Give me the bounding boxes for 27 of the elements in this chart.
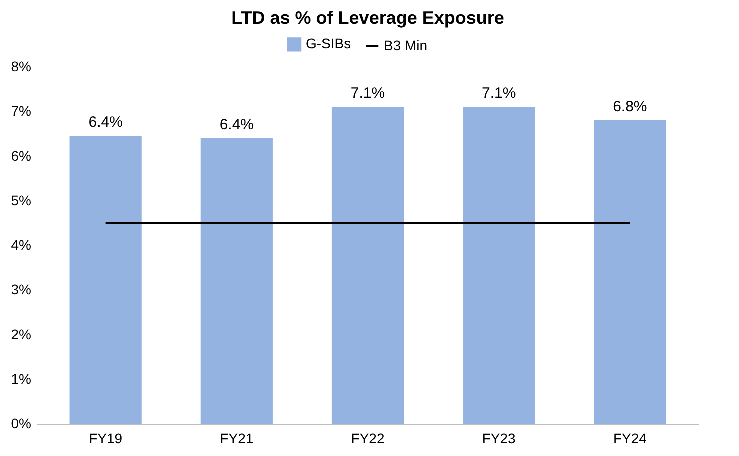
data-label: 7.1% — [350, 85, 386, 102]
x-tick-label: FY22 — [351, 430, 385, 446]
y-tick-label: 6% — [11, 148, 32, 164]
y-tick-label: 2% — [11, 326, 32, 342]
y-tick-label: 3% — [11, 282, 32, 298]
y-tick-label: 8% — [11, 58, 32, 74]
bar — [200, 138, 273, 424]
legend-label: G-SIBs — [306, 36, 352, 52]
y-tick-label: 0% — [11, 416, 32, 432]
x-tick-label: FY21 — [220, 430, 254, 446]
x-tick-label: FY23 — [482, 430, 516, 446]
bar — [332, 107, 404, 424]
bar — [70, 136, 142, 424]
y-tick-label: 5% — [11, 192, 32, 208]
data-label: 6.8% — [613, 98, 648, 116]
x-tick-label: FY24 — [613, 430, 648, 446]
bar — [594, 120, 666, 424]
chart-title: LTD as % of Leverage Exposure — [232, 8, 504, 28]
x-tick-label: FY19 — [89, 430, 123, 446]
data-label: 6.4% — [88, 114, 123, 132]
legend-label: B3 Min — [384, 37, 428, 54]
y-tick-label: 7% — [11, 103, 32, 120]
bar — [463, 107, 536, 424]
data-label: 7.1% — [482, 85, 516, 102]
y-tick-label: 1% — [11, 370, 32, 387]
data-label: 6.4% — [220, 116, 254, 134]
y-tick-label: 4% — [11, 237, 32, 253]
